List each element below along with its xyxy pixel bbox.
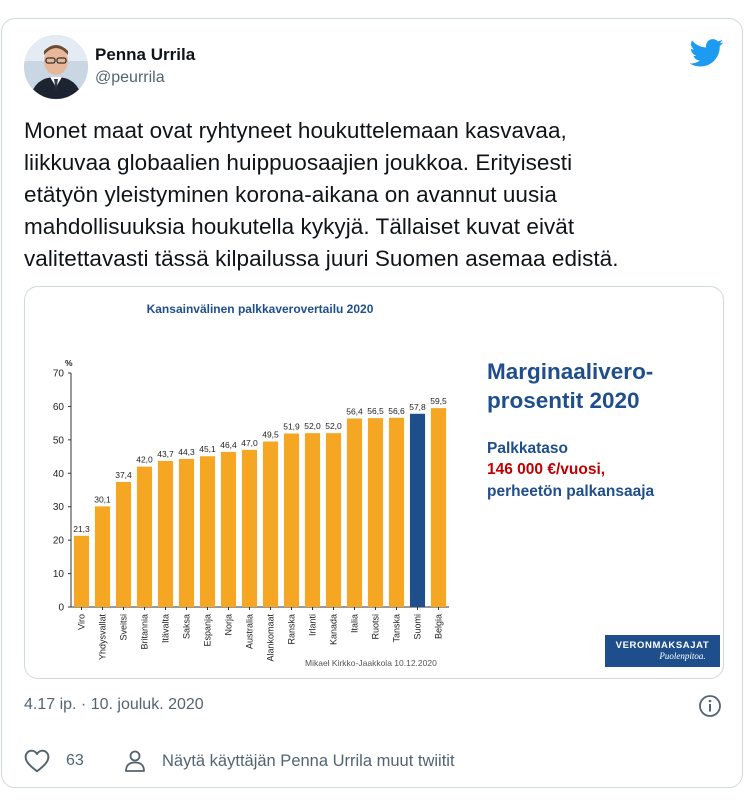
y-tick-label: 60 [53, 402, 65, 413]
bar-suomi [409, 413, 426, 607]
bar-norja [220, 451, 237, 607]
chart-title: Kansainvälinen palkkaverovertailu 2020 [146, 302, 374, 316]
bar-value-label: 46,4 [220, 440, 237, 450]
bar-value-label: 21,3 [73, 524, 90, 534]
y-tick-label: 50 [53, 435, 65, 446]
bar-tanska [388, 417, 405, 607]
bar-itävalta [157, 460, 174, 607]
bar-yhdysvallat [94, 506, 111, 607]
bar-value-label: 52,0 [304, 421, 321, 431]
bar-value-label: 56,4 [346, 406, 363, 416]
bar-value-label: 37,4 [115, 470, 132, 480]
salary-value: 146 000 €/vuosi, [487, 461, 606, 478]
bar-australia [241, 449, 258, 607]
bar-value-label: 30,1 [94, 494, 111, 504]
x-tick-label: Ruotsi [371, 614, 381, 640]
y-tick-label: 0 [58, 603, 64, 614]
bar-value-label: 56,6 [388, 406, 405, 416]
y-tick-label: 30 [53, 502, 65, 513]
x-tick-label: Kanada [329, 614, 339, 645]
x-tick-label: Belgia [434, 614, 444, 639]
x-tick-label: Alankomaat [266, 614, 276, 662]
person-icon[interactable] [124, 749, 146, 773]
salary-note: perheetön palkansaaja [487, 483, 655, 500]
info-icon[interactable] [698, 694, 722, 718]
x-tick-label: Irlanti [308, 614, 318, 636]
bar-value-label: 45,1 [199, 444, 216, 454]
bar-sveitsi [115, 481, 132, 607]
y-tick-label: 40 [53, 469, 65, 480]
bar-value-label: 57,8 [409, 402, 426, 412]
x-tick-label: Italia [350, 614, 360, 633]
x-tick-label: Sveitsi [119, 614, 129, 641]
bar-britannia [136, 466, 153, 607]
tweet-card[interactable]: Penna Urrila @peurrila Monet maat ovat r… [1, 18, 743, 788]
y-tick-label: 20 [53, 536, 65, 547]
more-tweets-link[interactable]: Näytä käyttäjän Penna Urrila muut twiiti… [162, 752, 455, 770]
y-tick-label: 10 [53, 569, 65, 580]
x-tick-label: Espanja [203, 614, 213, 647]
chart-credit: Mikael Kirkko-Jaakkola 10.12.2020 [305, 658, 437, 668]
avatar-image [24, 35, 88, 99]
author-name[interactable]: Penna Urrila [95, 45, 196, 64]
bar-value-label: 59,5 [430, 396, 447, 406]
bar-value-label: 42,0 [136, 455, 153, 465]
x-tick-label: Yhdysvallat [98, 614, 108, 661]
avatar[interactable] [24, 35, 88, 99]
salary-label: Palkkataso [487, 440, 568, 457]
bar-alankomaat [262, 441, 279, 607]
bar-irlanti [304, 433, 321, 607]
x-tick-label: Viro [77, 614, 87, 630]
author-handle[interactable]: @peurrila [95, 69, 165, 86]
logo-sub-text: Puolenpitoa. [659, 651, 706, 661]
bar-ranska [283, 433, 300, 607]
x-tick-label: Tanska [392, 614, 402, 643]
tweet-text: Monet maat ovat ryhtyneet houkuttelemaan… [24, 118, 619, 271]
x-tick-label: Saksa [182, 614, 192, 639]
bar-espanja [199, 456, 216, 607]
x-tick-label: Itävalta [161, 614, 171, 643]
bar-saksa [178, 458, 195, 607]
x-tick-label: Britannia [140, 614, 150, 650]
media-headline: Marginaalivero- prosentit 2020 [487, 359, 654, 413]
bar-value-label: 52,0 [325, 421, 342, 431]
bar-value-label: 51,9 [283, 422, 300, 432]
bar-value-label: 43,7 [157, 449, 174, 459]
twitter-bird-icon[interactable] [690, 39, 724, 67]
bar-chart: 0 10 20 30 40 50 60 70% 21,3 Viro 30,1 Yhdysvallat 3… [53, 358, 449, 662]
x-tick-label: Suomi [413, 614, 423, 640]
y-axis-unit: % [65, 358, 73, 368]
bar-value-label: 56,5 [367, 406, 384, 416]
bar-ruotsi [367, 418, 384, 607]
bar-belgia [430, 408, 447, 607]
like-heart-icon[interactable] [24, 749, 50, 773]
bar-value-label: 44,3 [178, 447, 195, 457]
y-tick-label: 70 [53, 369, 65, 380]
x-tick-label: Ranska [287, 614, 297, 645]
like-count[interactable]: 63 [66, 752, 84, 769]
veronmaksajat-logo: VERONMAKSAJAT Puolenpitoa. [605, 635, 720, 667]
bar-value-label: 47,0 [241, 438, 258, 448]
bar-viro [73, 535, 90, 607]
tweet-media-image[interactable]: Kansainvälinen palkkaverovertailu 2020 0… [24, 286, 724, 679]
x-tick-label: Australia [245, 614, 255, 649]
logo-main-text: VERONMAKSAJAT [615, 640, 710, 651]
bar-value-label: 49,5 [262, 430, 279, 440]
tweet-timestamp[interactable]: 4.17 ip. · 10. jouluk. 2020 [24, 696, 204, 713]
x-tick-label: Norja [224, 614, 234, 636]
bar-italia [346, 418, 363, 607]
bar-kanada [325, 433, 342, 607]
